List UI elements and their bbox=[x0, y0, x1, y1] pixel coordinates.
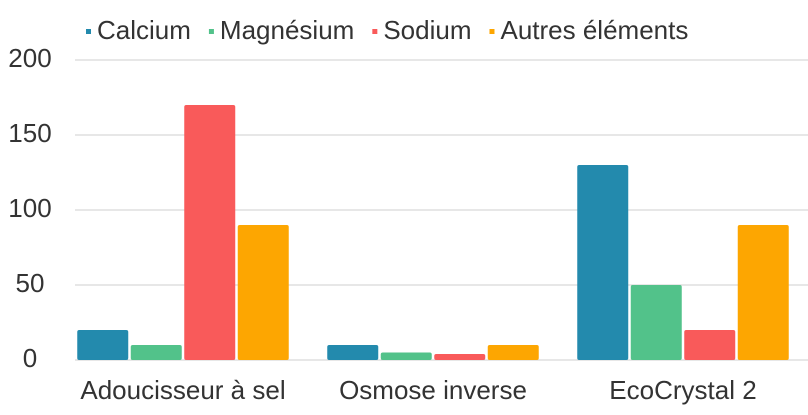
x-tick-label: Adoucisseur à sel bbox=[80, 375, 285, 405]
legend: Calcium Magnésium Sodium Autres éléments bbox=[86, 15, 688, 45]
bar bbox=[684, 330, 736, 360]
bar bbox=[487, 345, 539, 360]
y-tick-label: 150 bbox=[8, 118, 51, 148]
bar bbox=[434, 354, 486, 360]
x-tick-label: EcoCrystal 2 bbox=[609, 375, 756, 405]
legend-label: Autres éléments bbox=[500, 15, 688, 45]
y-tick-label: 200 bbox=[8, 43, 51, 73]
bar bbox=[130, 345, 182, 360]
y-tick-label: 0 bbox=[23, 343, 37, 373]
bar bbox=[577, 165, 629, 360]
bar bbox=[77, 330, 129, 360]
legend-marker bbox=[86, 29, 91, 34]
legend-label: Sodium bbox=[383, 15, 471, 45]
bar bbox=[327, 345, 379, 360]
bar bbox=[184, 105, 236, 360]
legend-marker bbox=[372, 29, 378, 34]
x-tick-label: Osmose inverse bbox=[339, 375, 527, 405]
legend-marker bbox=[208, 29, 214, 34]
bar bbox=[237, 225, 289, 360]
legend-label: Calcium bbox=[97, 15, 191, 45]
legend-marker bbox=[489, 29, 495, 34]
legend-label: Magnésium bbox=[220, 15, 354, 45]
y-tick-label: 100 bbox=[8, 193, 51, 223]
bar bbox=[630, 285, 682, 360]
bar bbox=[380, 352, 432, 360]
y-tick-label: 50 bbox=[16, 268, 45, 298]
bar bbox=[737, 225, 789, 360]
